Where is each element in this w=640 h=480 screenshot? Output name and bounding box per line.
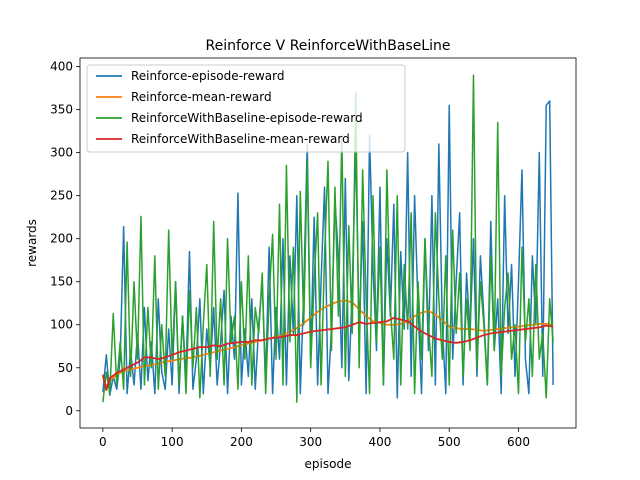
series-line-reinforcewithbaseline-episode-reward: [102, 74, 554, 403]
y-tick-label: 100: [50, 318, 73, 332]
y-tick-label: 350: [50, 103, 73, 117]
chart-title: Reinforce V ReinforceWithBaseLine: [206, 38, 451, 54]
x-tick-label: 100: [161, 435, 184, 449]
x-tick-label: 0: [99, 435, 107, 449]
legend-label: Reinforce-episode-reward: [131, 69, 285, 83]
y-axis-label: rewards: [25, 219, 39, 267]
y-tick-label: 150: [50, 275, 73, 289]
x-axis-label: episode: [305, 457, 352, 471]
x-tick-label: 400: [369, 435, 392, 449]
series-layer: [101, 74, 554, 403]
legend: Reinforce-episode-reward Reinforce-mean-r…: [86, 64, 406, 153]
series-line-reinforcewithbaseline-mean-reward: [101, 316, 554, 392]
x-axis: 0 100 200 300 400 500 600: [99, 428, 530, 449]
y-tick-label: 400: [50, 60, 73, 74]
x-tick-label: 600: [507, 435, 530, 449]
legend-label: Reinforce-mean-reward: [131, 90, 272, 104]
x-tick-label: 200: [230, 435, 253, 449]
y-tick-label: 200: [50, 232, 73, 246]
y-tick-label: 0: [65, 404, 73, 418]
y-tick-label: 250: [50, 189, 73, 203]
legend-label: ReinforceWithBaseline-episode-reward: [131, 111, 363, 125]
legend-box: [86, 64, 406, 153]
x-tick-label: 300: [299, 435, 322, 449]
plot-frame: [79, 57, 577, 429]
x-tick-label: 500: [438, 435, 461, 449]
legend-label: ReinforceWithBaseline-mean-reward: [131, 132, 350, 146]
y-tick-label: 50: [58, 361, 73, 375]
y-axis: 0 50 100 150 200 250 300 350 400: [50, 60, 80, 418]
y-tick-label: 300: [50, 146, 73, 160]
